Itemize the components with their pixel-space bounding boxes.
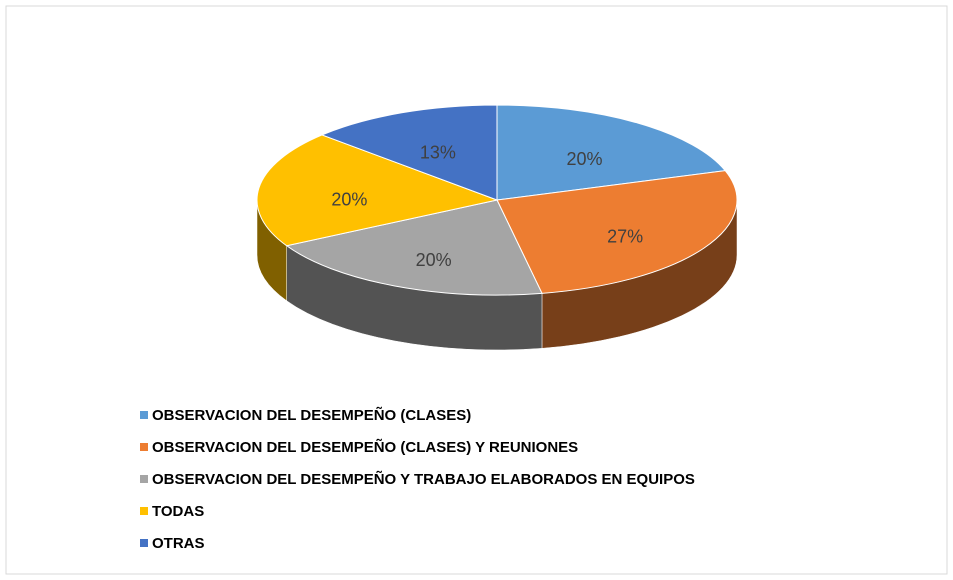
pie-slice xyxy=(256,134,499,247)
pie-slice xyxy=(285,199,543,296)
legend-label: OBSERVACION DEL DESEMPEÑO Y TRABAJO ELAB… xyxy=(152,470,695,488)
pie-slice xyxy=(496,170,738,294)
legend-label: OBSERVACION DEL DESEMPEÑO (CLASES) Y REU… xyxy=(152,438,578,456)
legend-label: OTRAS xyxy=(152,535,205,552)
data-label: 20% xyxy=(331,189,367,209)
legend-swatch xyxy=(140,411,148,419)
legend-label: TODAS xyxy=(152,503,204,520)
data-label: 27% xyxy=(607,227,643,247)
data-label: 20% xyxy=(416,250,452,270)
data-label: 13% xyxy=(420,143,456,163)
data-label: 20% xyxy=(566,149,602,169)
legend-label: OBSERVACION DEL DESEMPEÑO (CLASES) xyxy=(152,406,471,424)
legend-swatch xyxy=(140,443,148,451)
legend-swatch xyxy=(140,507,148,515)
legend-swatch xyxy=(140,539,148,547)
pie-slice xyxy=(320,104,498,201)
pie-slice xyxy=(496,104,727,201)
legend-swatch xyxy=(140,475,148,483)
